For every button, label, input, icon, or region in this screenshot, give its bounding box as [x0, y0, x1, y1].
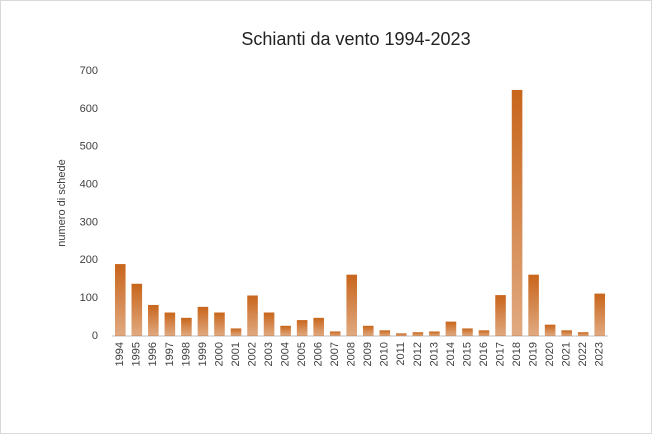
bar [329, 331, 341, 336]
bar [296, 320, 308, 336]
x-tick-label: 1999 [197, 342, 209, 366]
y-tick-label: 100 [80, 292, 98, 304]
x-tick-label: 2016 [478, 342, 490, 366]
bar [114, 264, 126, 336]
x-tick-label: 2011 [395, 342, 407, 366]
bar [462, 328, 473, 336]
x-tick-label: 2019 [528, 342, 540, 366]
x-tick-label: 2009 [362, 342, 374, 366]
y-tick-label: 700 [80, 65, 98, 77]
y-tick-label: 200 [80, 254, 98, 266]
x-tick-label: 2022 [577, 342, 589, 366]
x-tick-label: 1994 [114, 342, 126, 366]
bar [346, 274, 358, 336]
y-tick-label: 0 [92, 330, 98, 342]
y-tick-label: 300 [80, 216, 98, 228]
bar [280, 325, 291, 336]
bar [544, 324, 556, 336]
bar [594, 293, 606, 336]
bar [528, 274, 539, 336]
bar [445, 321, 457, 336]
x-tick-label: 2014 [445, 342, 457, 366]
x-tick-label: 2015 [461, 342, 473, 366]
x-tick-label: 2018 [511, 342, 523, 366]
bar [164, 312, 176, 336]
bar [362, 325, 374, 336]
x-tick-label: 2003 [263, 342, 275, 366]
y-tick-label: 400 [80, 178, 98, 190]
x-tick-label: 2007 [329, 342, 341, 366]
bar [197, 306, 209, 336]
x-tick-label: 2005 [296, 342, 308, 366]
x-tick-label: 1995 [131, 342, 143, 366]
x-tick-label: 2001 [230, 342, 242, 366]
x-tick-label: 2021 [561, 342, 573, 366]
bar [396, 333, 407, 336]
bar [478, 330, 490, 336]
x-tick-label: 2013 [428, 342, 440, 366]
bar [495, 295, 506, 336]
bar [230, 328, 242, 336]
x-tick-label: 1997 [164, 342, 176, 366]
x-tick-label: 2008 [346, 342, 358, 366]
y-tick-label: 500 [80, 141, 98, 153]
bar [181, 317, 192, 336]
x-tick-label: 1998 [180, 342, 192, 366]
bar [511, 89, 523, 336]
x-tick-label: 2000 [213, 342, 225, 366]
bar [247, 295, 258, 336]
bar [214, 312, 225, 336]
bar [148, 304, 159, 336]
x-tick-label: 2002 [246, 342, 258, 366]
x-tick-label: 2004 [280, 342, 292, 366]
y-axis-label: numero di schede [56, 159, 68, 246]
x-tick-label: 2017 [494, 342, 506, 366]
x-tick-label: 1996 [147, 342, 159, 366]
bar [313, 317, 324, 336]
x-tick-label: 2006 [313, 342, 325, 366]
chart-title: Schianti da vento 1994-2023 [241, 29, 470, 49]
bar [131, 283, 143, 336]
bar [412, 332, 424, 336]
bar [379, 330, 391, 336]
bar [577, 332, 589, 336]
x-tick-label: 2012 [412, 342, 424, 366]
bar [429, 331, 440, 336]
x-tick-label: 2010 [379, 342, 391, 366]
bar [561, 330, 572, 336]
x-tick-label: 2020 [544, 342, 556, 366]
bar [263, 312, 275, 336]
y-tick-label: 600 [80, 103, 98, 115]
x-tick-label: 2023 [594, 342, 606, 366]
